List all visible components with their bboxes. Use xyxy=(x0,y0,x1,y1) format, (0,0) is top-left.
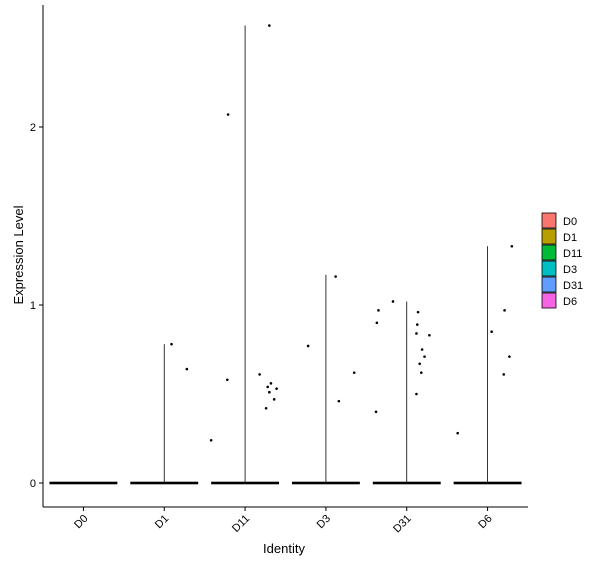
violin-d31-point-9 xyxy=(418,362,421,366)
legend-key-d6 xyxy=(541,292,557,309)
y-axis-label: Expression Level xyxy=(11,205,26,304)
violin-d11-point-2 xyxy=(226,378,229,382)
violin-d11-point-11 xyxy=(268,24,271,27)
violin-d0-base xyxy=(49,481,118,485)
legend-label-d6: D6 xyxy=(563,296,577,308)
legend-key-d0 xyxy=(541,212,557,229)
plot-layer xyxy=(49,24,522,485)
violin-d31-point-8 xyxy=(416,310,420,314)
violin-d6-point-5 xyxy=(508,355,511,358)
violin-d31-point-12 xyxy=(423,355,426,358)
violin-d31-point-13 xyxy=(428,333,431,337)
violin-d31-point-5 xyxy=(415,392,418,396)
legend-key-d31 xyxy=(541,276,557,293)
legend-label-d0: D0 xyxy=(563,216,577,228)
x-tick-label-d31: D31 xyxy=(391,513,414,536)
legend-label-d11: D11 xyxy=(563,248,582,260)
legend-key-d3 xyxy=(541,260,557,277)
x-axis-label: Identity xyxy=(263,541,305,556)
legend-key-d1 xyxy=(541,228,557,245)
violin-d3-point-1 xyxy=(306,344,310,348)
x-tick-label-d11: D11 xyxy=(230,513,252,535)
x-tick-label-d3: D3 xyxy=(315,513,333,531)
violin-d31-point-3 xyxy=(377,309,380,312)
x-tick-label-d0: D0 xyxy=(72,513,90,531)
violin-d3-point-4 xyxy=(352,371,356,374)
y-tick-label-2: 2 xyxy=(30,122,36,134)
violin-d31-point-7 xyxy=(415,323,419,326)
violin-d6-point-3 xyxy=(502,373,506,376)
y-tick-label-0: 0 xyxy=(30,478,36,490)
axes-layer: 0 1 2 D0 D1 D11 D3 D31 D6 xyxy=(30,5,528,535)
violin-d31-point-4 xyxy=(391,300,395,303)
violin-d6-point-4 xyxy=(503,309,506,312)
violin-d6-point-1 xyxy=(456,431,459,435)
violin-d1-point-1 xyxy=(170,342,173,346)
violin-d31-point-1 xyxy=(374,410,378,414)
x-tick-label-d6: D6 xyxy=(476,513,494,531)
violin-d6-point-6 xyxy=(510,244,514,248)
violin-d11-point-4 xyxy=(258,373,261,376)
x-tick-label-d1: D1 xyxy=(153,513,171,531)
violin-d11-point-9 xyxy=(272,398,276,401)
legend-label-d1: D1 xyxy=(563,232,577,244)
violin-d3-point-2 xyxy=(334,275,337,278)
violin-d11-point-3 xyxy=(226,113,230,116)
violin-d31-point-6 xyxy=(415,332,418,335)
violin-d11-point-8 xyxy=(269,382,273,385)
violin-d11-point-5 xyxy=(264,406,268,410)
violin-d31-point-11 xyxy=(420,348,424,351)
violin-d31-point-10 xyxy=(420,371,423,374)
violin-d11-point-1 xyxy=(209,438,213,442)
violin-d1-point-2 xyxy=(185,367,189,371)
violin-d31-point-2 xyxy=(375,321,379,325)
legend-key-d11 xyxy=(541,244,557,261)
y-tick-label-1: 1 xyxy=(30,300,36,312)
legend-label-d3: D3 xyxy=(563,264,577,276)
violin-d11-point-6 xyxy=(266,385,270,389)
violin-d3-point-3 xyxy=(337,399,341,403)
violin-d11-point-10 xyxy=(275,387,278,390)
violin-d6-point-2 xyxy=(490,330,493,334)
legend-label-d31: D31 xyxy=(563,280,583,292)
legend: D0 D1 D11 D3 D31 D6 xyxy=(541,212,583,309)
violin-d11-point-7 xyxy=(268,390,271,394)
